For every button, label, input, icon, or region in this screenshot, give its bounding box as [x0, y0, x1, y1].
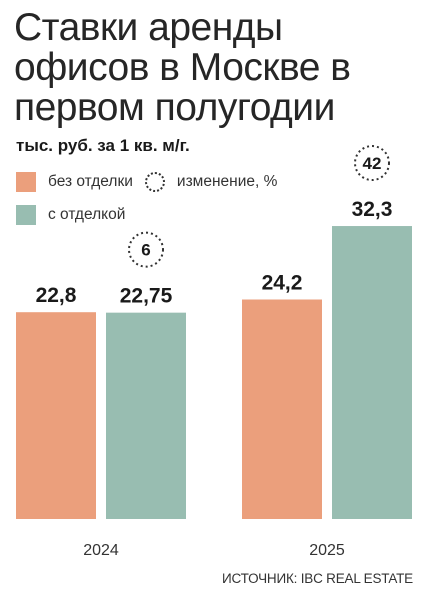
change-circle-icon — [144, 172, 165, 192]
chart-subtitle: тыс. руб. за 1 кв. м/г. — [16, 136, 190, 155]
legend-label-change: изменение, % — [176, 173, 278, 190]
bar-2025-series-1 — [242, 299, 322, 519]
chart-title: Ставки аренды офисов в Москве в первом п… — [14, 6, 351, 129]
change-badge-circle-2025 — [354, 145, 390, 182]
change-badge-label-2025: 42 — [363, 154, 382, 173]
bar-2024-series-1 — [16, 312, 96, 519]
data-label-2024-series-1: 22,8 — [36, 284, 77, 307]
bar-2025-series-2 — [332, 226, 412, 519]
change-badge-circle-2024 — [128, 231, 164, 268]
legend-label-unfinished: без отделки — [48, 173, 133, 190]
change-badge-label-2024: 6 — [141, 241, 150, 260]
bar-2024-series-2 — [106, 312, 186, 519]
source-note: ИСТОЧНИК: IBC REAL ESTATE — [222, 571, 413, 586]
data-label-2025-series-2: 32,3 — [352, 198, 393, 221]
legend-row-1: без отделки изменение, % — [16, 172, 277, 192]
legend-swatch-unfinished — [16, 172, 36, 192]
legend-row-2: с отделкой — [16, 205, 125, 225]
data-label-2025-series-1: 24,2 — [262, 272, 303, 295]
x-tick-label-2025: 2025 — [309, 542, 345, 559]
legend-swatch-finished — [16, 205, 36, 225]
x-tick-label-2024: 2024 — [83, 542, 119, 559]
legend-label-finished: с отделкой — [48, 206, 126, 223]
data-label-2024-series-2: 22,75 — [120, 285, 173, 308]
